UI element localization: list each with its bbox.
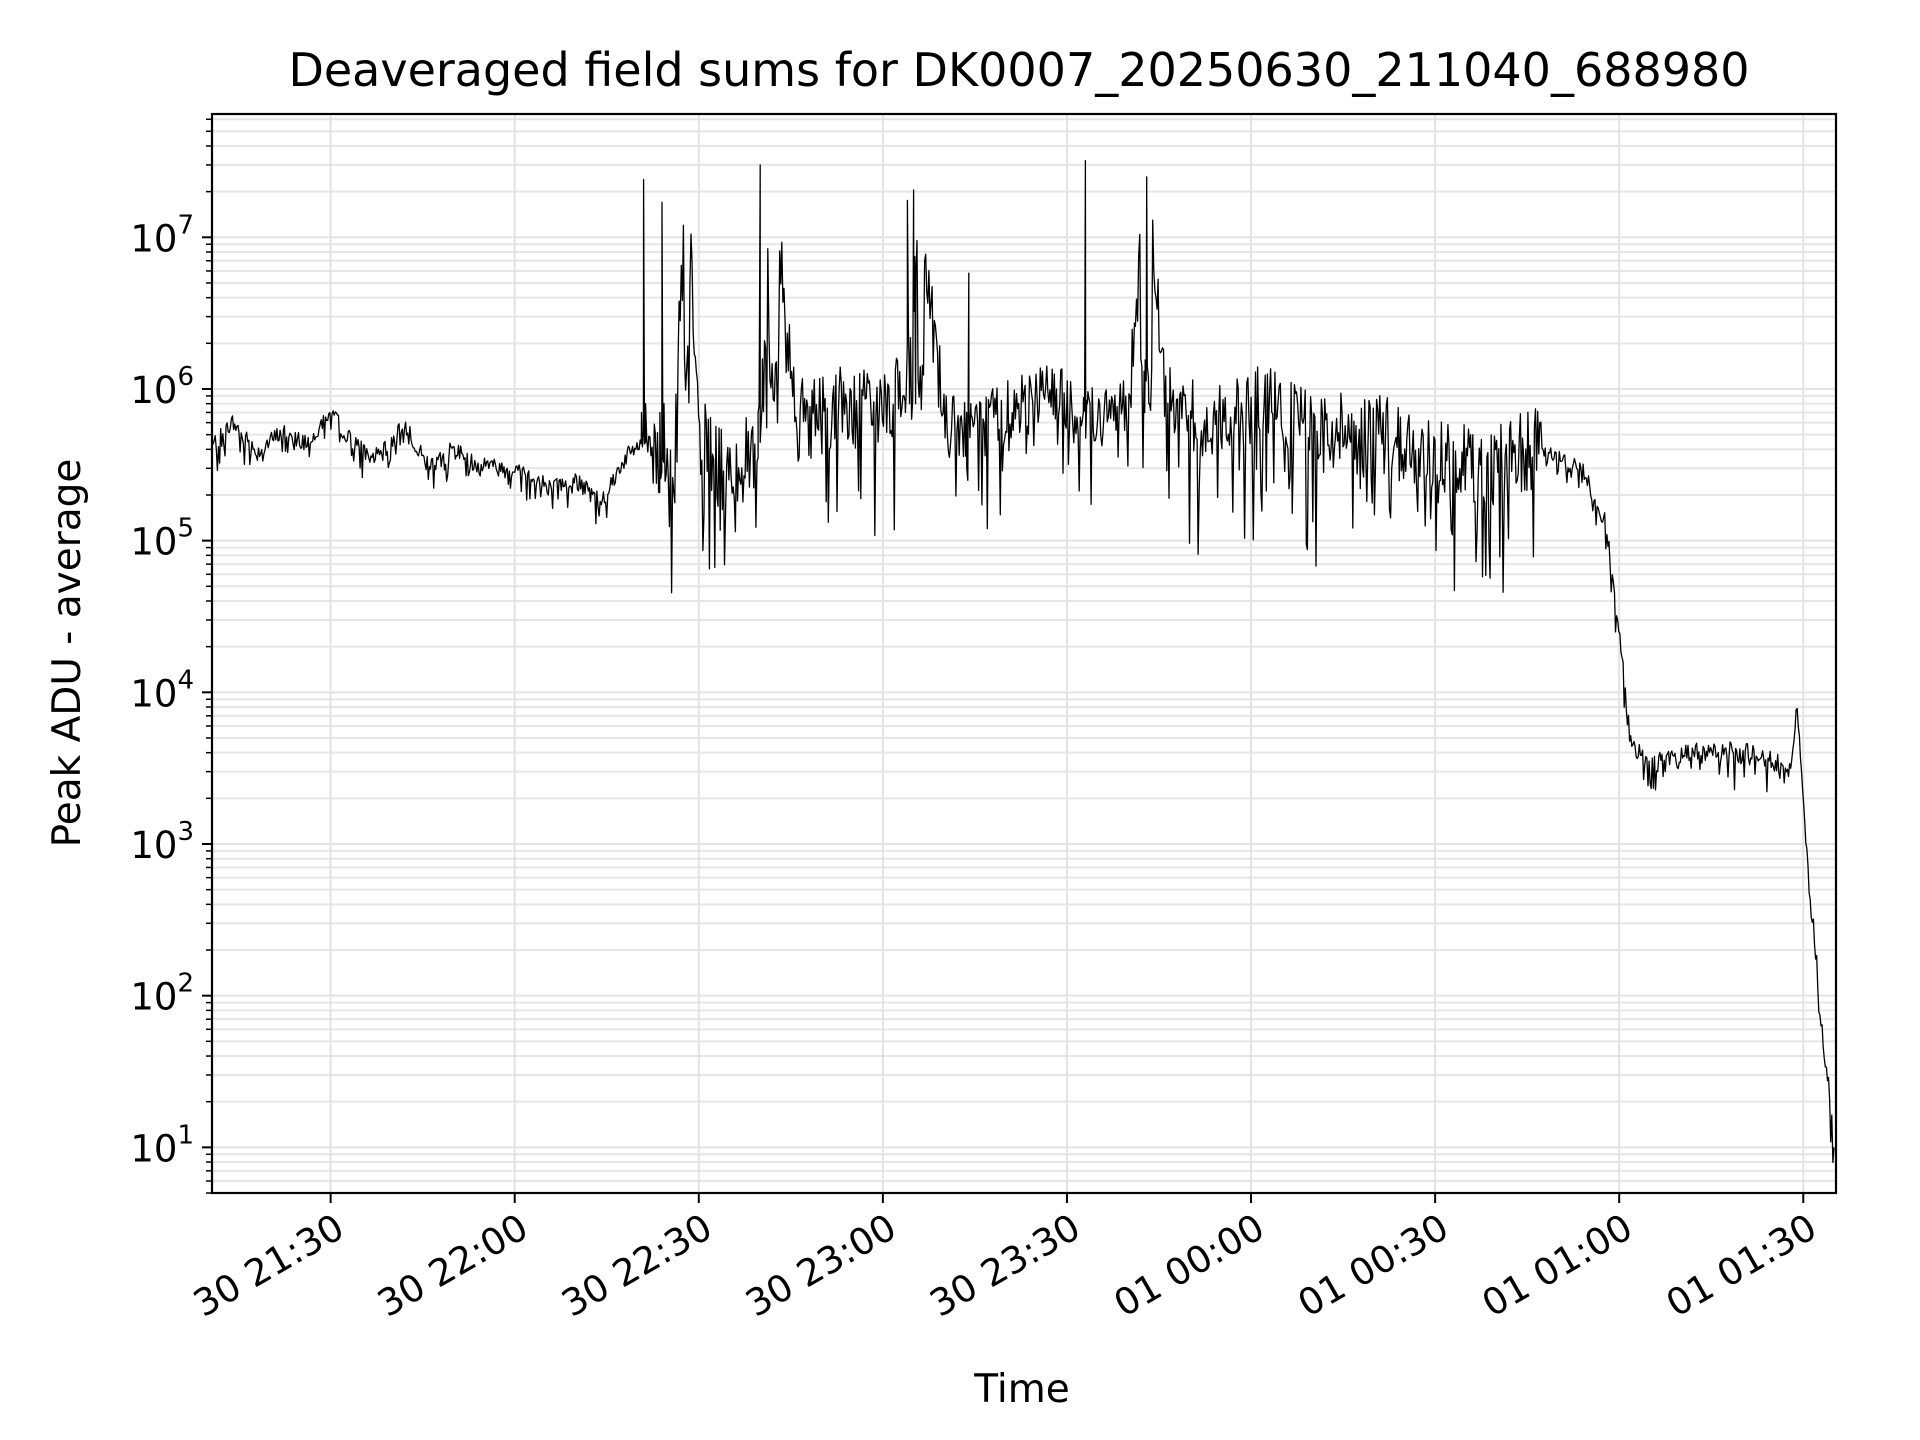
y-tick-label: 101 — [130, 1120, 194, 1170]
x-tick-label: 30 22:30 — [554, 1206, 719, 1326]
y-tick-label: 102 — [130, 969, 194, 1019]
x-axis: 30 21:30 30 22:00 30 22:30 30 23:00 30 23:30… — [186, 1193, 1824, 1326]
x-tick-label: 01 01:30 — [1659, 1206, 1824, 1326]
x-tick-label: 30 21:30 — [186, 1206, 351, 1326]
y-axis: 101 102 103 104 105 106 107 — [130, 118, 212, 1194]
x-tick-label: 30 22:00 — [370, 1206, 535, 1326]
y-tick-label: 105 — [130, 514, 194, 564]
x-tick-label: 01 01:00 — [1475, 1206, 1640, 1326]
grid — [212, 114, 1836, 1194]
plot-frame — [210, 112, 1838, 1195]
y-tick-label: 107 — [130, 210, 194, 260]
x-tick-label: 30 23:00 — [739, 1206, 904, 1326]
series-layer — [211, 160, 1835, 1164]
y-tick-label: 103 — [130, 817, 194, 867]
x-axis-label: Time — [973, 1367, 1069, 1412]
y-tick-label: 104 — [130, 665, 194, 715]
x-tick-label: 30 23:30 — [923, 1206, 1088, 1326]
series-line — [211, 160, 1835, 1164]
y-axis-label: Peak ADU - average — [45, 459, 90, 848]
x-tick-label: 01 00:00 — [1107, 1206, 1272, 1326]
chart-title: Deaveraged field sums for DK0007_2025063… — [288, 43, 1749, 97]
y-tick-label: 106 — [130, 362, 194, 412]
x-tick-label: 01 00:30 — [1291, 1206, 1456, 1326]
